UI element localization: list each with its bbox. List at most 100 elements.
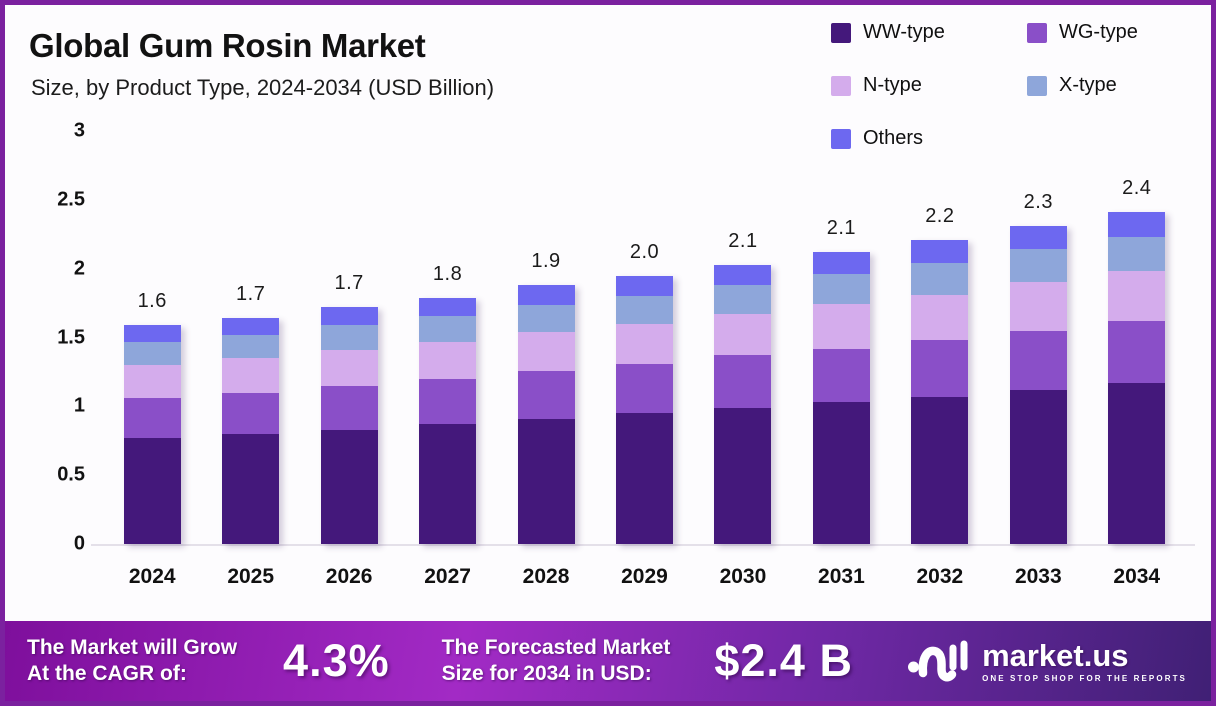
brand-logo: market.us ONE STOP SHOP FOR THE REPORTS xyxy=(906,635,1187,687)
bar-total-label: 1.7 xyxy=(236,283,266,306)
bar-column-2034 xyxy=(1108,212,1166,544)
bar-segment-others xyxy=(222,318,280,335)
bar-slot-2026: 1.7 xyxy=(300,131,398,544)
bar-segment-n-type xyxy=(714,314,772,356)
bar-segment-ww-type xyxy=(517,418,575,544)
bar-slot-2024: 1.6 xyxy=(103,131,201,544)
bar-segment-others xyxy=(615,275,673,297)
y-tick-label: 2.5 xyxy=(57,188,85,211)
bar-column-2030 xyxy=(714,264,772,544)
bar-segment-others xyxy=(714,264,772,286)
legend-swatch-icon xyxy=(831,75,851,96)
bar-segment-ww-type xyxy=(419,424,477,544)
y-axis: 0 0.5 1 1.5 2 2.5 3 xyxy=(33,120,85,555)
bar-segment-ww-type xyxy=(222,433,280,544)
marketus-logo-icon xyxy=(908,640,968,682)
bar-column-2028 xyxy=(517,285,575,544)
bar-segment-wg-type xyxy=(419,378,477,425)
legend-label: X-type xyxy=(1059,74,1117,96)
bar-total-label: 2.1 xyxy=(728,229,758,252)
bar-segment-wg-type xyxy=(812,348,870,403)
bar-column-2033 xyxy=(1009,226,1067,544)
forecast-caption-line2: Size for 2034 in USD: xyxy=(441,662,652,685)
bar-total-label: 1.7 xyxy=(334,272,364,295)
bar-segment-others xyxy=(1108,212,1166,238)
page-subtitle: Size, by Product Type, 2024-2034 (USD Bi… xyxy=(31,75,495,100)
bar-segment-wg-type xyxy=(123,398,181,438)
bar-slot-2025: 1.7 xyxy=(201,131,299,544)
bar-total-label: 2.0 xyxy=(629,240,660,263)
bar-segment-x-type xyxy=(1108,237,1166,272)
bar-slot-2028: 1.9 xyxy=(497,131,595,544)
bar-column-2029 xyxy=(615,275,673,544)
bar-segment-n-type xyxy=(615,323,673,364)
bar-total-label: 1.6 xyxy=(137,290,167,313)
bar-column-2026 xyxy=(320,307,378,544)
x-tick-label: 2030 xyxy=(719,565,767,588)
legend-item-ww-type: WW-type xyxy=(831,21,1027,44)
legend-swatch-icon xyxy=(1027,22,1047,43)
bar-segment-others xyxy=(123,325,181,342)
bar-slot-2029: 2.0 xyxy=(595,131,693,544)
legend-item-wg-type: WG-type xyxy=(1027,21,1187,44)
bar-segment-wg-type xyxy=(517,370,575,419)
bar-segment-n-type xyxy=(222,358,280,393)
brand-tagline: ONE STOP SHOP FOR THE REPORTS xyxy=(982,673,1187,683)
y-tick-label: 1 xyxy=(73,394,85,417)
y-tick-label: 0.5 xyxy=(57,463,85,486)
forecast-caption-line1: The Forecasted Market xyxy=(441,635,671,659)
bar-total-label: 2.1 xyxy=(826,217,857,240)
bar-segment-ww-type xyxy=(911,396,969,544)
bar-segment-ww-type xyxy=(1108,382,1166,544)
legend-label: WW-type xyxy=(863,21,945,43)
legend-item-others: Others xyxy=(831,127,1027,150)
bar-segment-wg-type xyxy=(1108,321,1166,383)
cagr-value: 4.3% xyxy=(283,635,390,686)
bar-segment-wg-type xyxy=(1009,330,1067,390)
bar-segment-wg-type xyxy=(615,363,673,414)
x-tick-label: 2031 xyxy=(818,565,865,588)
bar-plot-area: 1.6 1.7 1.7 1.8 1.9 2.0 2.1 2.1 2.2 2.3 2.4 xyxy=(103,131,1186,544)
bar-column-2032 xyxy=(911,239,969,544)
brand-text: market.us ONE STOP SHOP FOR THE REPORTS xyxy=(982,640,1187,683)
bar-segment-x-type xyxy=(517,304,575,333)
bar-segment-ww-type xyxy=(123,438,181,544)
bar-segment-n-type xyxy=(911,294,969,341)
x-tick-label: 2024 xyxy=(128,565,176,588)
chart-legend: WW-type WG-type N-type X-type Others xyxy=(831,21,1187,150)
bar-segment-ww-type xyxy=(615,413,673,544)
legend-swatch-icon xyxy=(831,128,851,149)
bar-slot-2032: 2.2 xyxy=(891,131,989,544)
bar-column-2024 xyxy=(123,325,181,544)
bar-segment-n-type xyxy=(320,349,378,386)
bar-total-label: 2.3 xyxy=(1023,191,1053,213)
x-tick-label: 2033 xyxy=(1014,565,1062,588)
bar-slot-2033: 2.3 xyxy=(989,131,1087,544)
y-tick-label: 2 xyxy=(73,257,85,280)
bar-segment-ww-type xyxy=(812,402,870,544)
bar-segment-x-type xyxy=(419,315,477,342)
bar-segment-wg-type xyxy=(222,392,280,434)
bar-segment-others xyxy=(419,297,477,316)
bar-column-2025 xyxy=(222,318,280,544)
bar-segment-wg-type xyxy=(911,340,969,397)
bar-segment-x-type xyxy=(714,285,772,315)
legend-label: N-type xyxy=(863,74,922,96)
bar-segment-x-type xyxy=(123,341,181,366)
bar-segment-x-type xyxy=(1009,249,1067,283)
brand-name: market.us xyxy=(982,637,1129,673)
bar-segment-n-type xyxy=(419,341,477,379)
x-axis-labels: 2024 2025 2026 2027 2028 2029 2030 2031 2032 2033… xyxy=(103,565,1186,589)
bar-total-label: 2.4 xyxy=(1122,177,1152,200)
x-tick-label: 2025 xyxy=(227,565,275,588)
bar-segment-n-type xyxy=(812,304,870,349)
bar-slot-2027: 1.8 xyxy=(398,131,496,544)
bar-slot-2030: 2.1 xyxy=(694,131,792,544)
cagr-caption-line1: The Market will Grow xyxy=(27,635,238,659)
x-tick-label: 2027 xyxy=(424,565,471,588)
y-tick-label: 3 xyxy=(73,119,85,142)
legend-item-x-type: X-type xyxy=(1027,74,1187,97)
bar-segment-ww-type xyxy=(714,407,772,544)
bar-segment-x-type xyxy=(615,296,673,324)
legend-swatch-icon xyxy=(1027,75,1047,96)
